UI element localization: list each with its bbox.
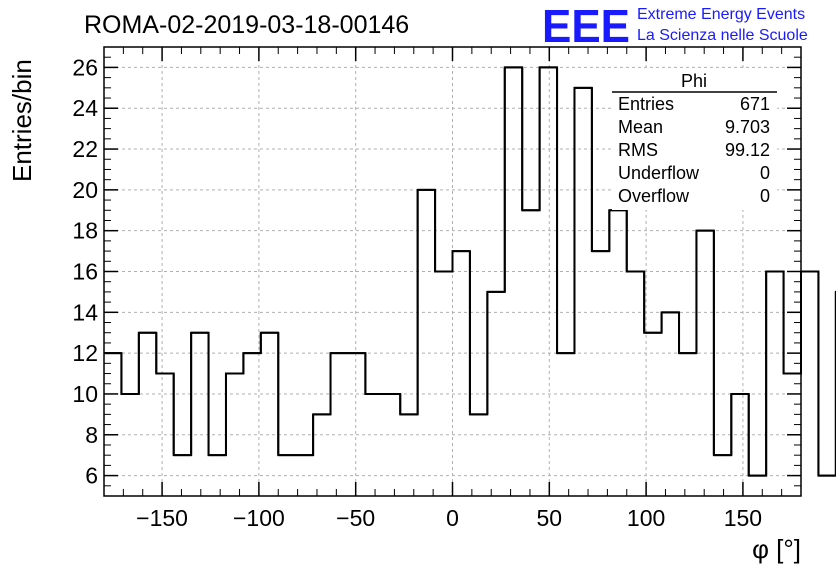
logo-line2: La Scienza nelle Scuole	[637, 27, 808, 44]
stats-entries-label: Entries	[618, 94, 674, 114]
stats-mean-value: 9.703	[725, 117, 770, 137]
histogram	[104, 66, 836, 477]
chart-title: ROMA-02-2019-03-18-00146	[84, 11, 409, 39]
stats-overflow-value: 0	[760, 186, 770, 206]
tick-labels: −150 −100 −50 0 50 100 150 6 8 10 12 14 16 18 20 22 24 26	[72, 54, 762, 531]
eee-logo: EEE Extreme Energy Events La Scienza nel…	[542, 0, 808, 52]
stats-underflow-label: Underflow	[618, 163, 700, 183]
y-tick-label: 22	[72, 136, 98, 162]
axes	[103, 46, 802, 497]
y-tick-label: 18	[72, 218, 98, 244]
y-tick-label: 24	[72, 95, 98, 121]
stats-underflow-value: 0	[760, 163, 770, 183]
x-tick-label: 0	[446, 505, 459, 531]
logo-line1: Extreme Energy Events	[637, 6, 805, 23]
y-tick-label: 6	[85, 463, 98, 489]
y-tick-label: 26	[72, 54, 98, 80]
y-tick-label: 8	[85, 422, 98, 448]
x-tick-label: −150	[136, 505, 188, 531]
logo-mark: EEE	[542, 0, 630, 52]
stats-overflow-label: Overflow	[618, 186, 690, 206]
stats-mean-label: Mean	[618, 117, 663, 137]
y-tick-label: 12	[72, 340, 98, 366]
stats-box-background	[612, 70, 777, 210]
y-axis-label: Entries/bin	[7, 59, 37, 182]
stats-title: Phi	[681, 71, 707, 91]
stats-box: Phi Entries 671 Mean 9.703 RMS 99.12 Und…	[612, 70, 777, 210]
y-tick-label: 20	[72, 177, 98, 203]
y-tick-label: 10	[72, 381, 98, 407]
y-tick-label: 14	[72, 299, 98, 325]
y-tick-label: 16	[72, 259, 98, 285]
stats-rms-value: 99.12	[725, 140, 770, 160]
x-tick-label: −50	[336, 505, 375, 531]
x-tick-label: 150	[724, 505, 762, 531]
x-tick-label: 100	[627, 505, 665, 531]
x-tick-label: −100	[233, 505, 285, 531]
x-axis-label: φ [°]	[752, 534, 801, 564]
x-tick-label: 50	[537, 505, 563, 531]
stats-rms-label: RMS	[618, 140, 658, 160]
stats-entries-value: 671	[740, 94, 770, 114]
